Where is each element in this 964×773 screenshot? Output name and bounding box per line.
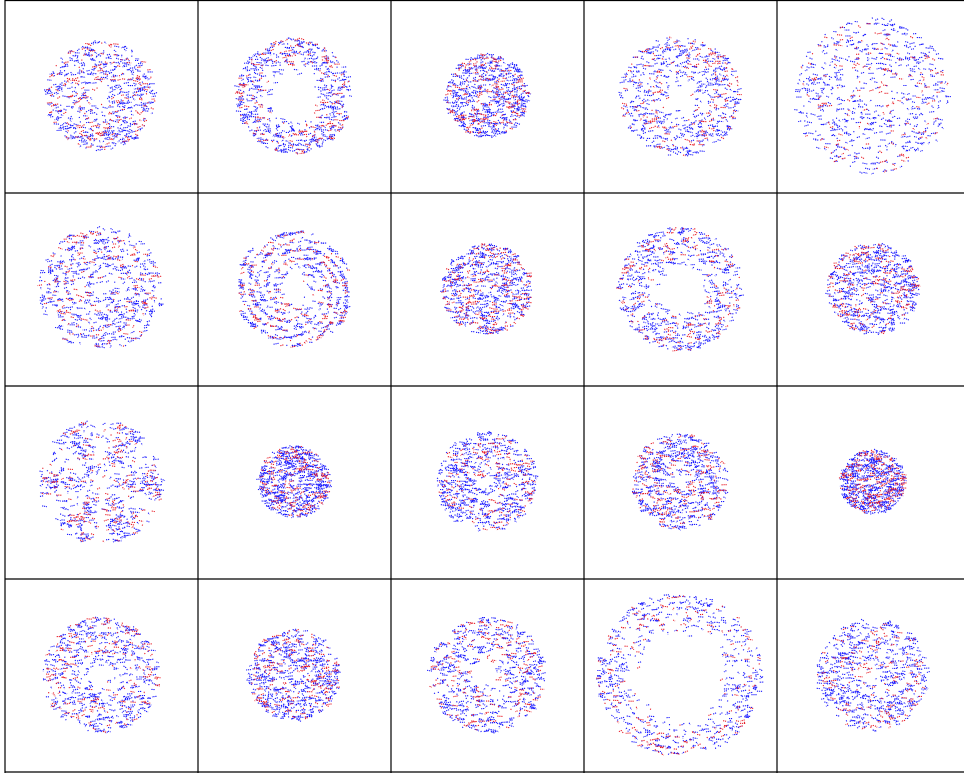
red-dashes xyxy=(238,230,350,348)
blue-dashes xyxy=(42,616,161,734)
red-dashes xyxy=(616,227,741,352)
red-dashes xyxy=(596,595,761,756)
snowflake-pattern xyxy=(44,40,158,152)
red-dashes xyxy=(37,231,162,348)
blue-dashes xyxy=(816,618,930,732)
snowflake-pattern xyxy=(794,17,951,175)
snowflake-pattern xyxy=(246,628,341,722)
red-dashes xyxy=(826,243,921,335)
blue-dashes xyxy=(825,242,921,336)
snowflake-pattern xyxy=(443,52,532,139)
snowflake-pattern xyxy=(838,448,907,515)
blue-dashes xyxy=(436,430,539,532)
red-dashes xyxy=(259,445,331,518)
blue-dashes xyxy=(255,445,332,519)
snowflake-pattern xyxy=(42,616,161,734)
snowflake-pattern xyxy=(618,36,742,157)
blue-dashes xyxy=(238,230,351,347)
snowflake-pattern xyxy=(39,420,166,543)
red-dashes xyxy=(816,623,926,730)
snowflake-pattern xyxy=(37,226,164,349)
snowflake-pattern xyxy=(427,617,547,734)
red-dashes xyxy=(838,449,907,514)
blue-dashes xyxy=(427,617,547,734)
red-dashes xyxy=(251,628,340,720)
red-dashes xyxy=(632,434,727,529)
red-dashes xyxy=(441,243,533,335)
blue-dashes xyxy=(246,628,341,722)
snowflake-pattern xyxy=(234,37,353,155)
blue-dashes xyxy=(443,52,532,139)
red-dashes xyxy=(620,36,742,157)
snowflake-pattern xyxy=(631,433,729,531)
blue-dashes xyxy=(44,40,158,152)
blue-dashes xyxy=(234,37,353,155)
blue-dashes xyxy=(794,17,951,175)
blue-dashes xyxy=(616,226,744,351)
blue-dashes xyxy=(39,226,164,349)
red-dashes xyxy=(45,617,161,733)
blue-dashes xyxy=(39,420,166,543)
snowflake-pattern xyxy=(440,243,533,335)
snowflake-pattern xyxy=(238,230,351,348)
red-dashes xyxy=(438,435,536,531)
red-dashes xyxy=(46,42,156,151)
snowflake-pattern xyxy=(436,430,539,532)
red-dashes xyxy=(41,422,162,543)
red-dashes xyxy=(444,53,531,135)
snowflake-pattern xyxy=(825,242,921,336)
snowflake-pattern xyxy=(595,594,764,756)
snowflake-pattern xyxy=(255,445,332,519)
red-dashes xyxy=(234,37,350,155)
blue-dashes xyxy=(839,448,907,515)
snowflake-pattern xyxy=(616,226,744,352)
red-dashes xyxy=(429,619,545,732)
snowflake-pattern xyxy=(816,618,930,732)
blue-dashes xyxy=(618,37,742,157)
grid-lines xyxy=(4,0,964,773)
blue-dashes xyxy=(631,433,729,531)
red-dashes xyxy=(800,22,949,173)
blue-dashes xyxy=(440,243,532,335)
